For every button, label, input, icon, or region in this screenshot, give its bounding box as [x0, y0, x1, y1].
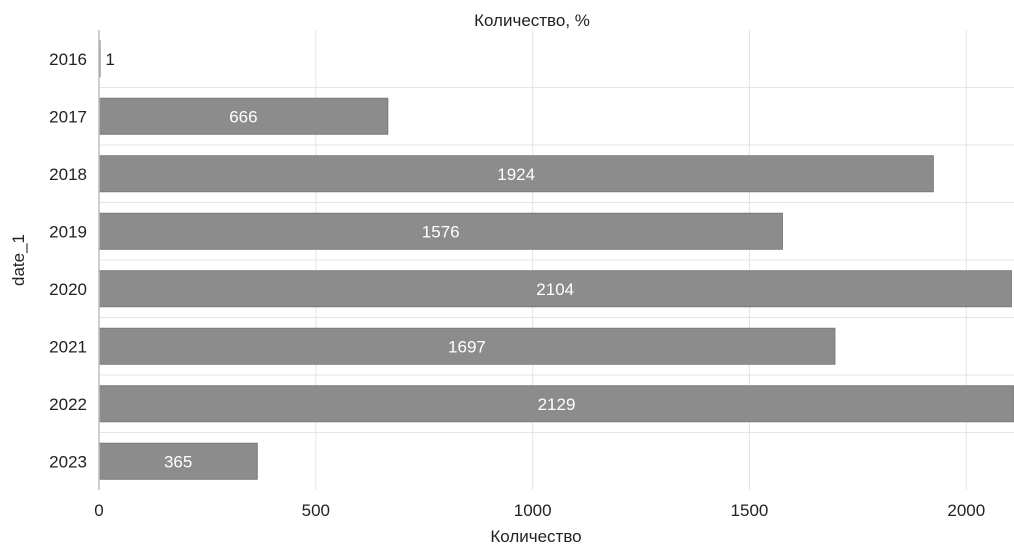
bar-2021 [98, 327, 836, 365]
axes: 0 500 1000 1500 2000 2016 2017 2018 2019 2020 2021… [49, 30, 985, 520]
x-tick-label: 0 [94, 501, 103, 520]
y-axis-title: date_1 [9, 234, 28, 286]
y-tick-label: 2017 [49, 107, 87, 126]
x-axis-title: Количество [490, 527, 581, 546]
y-tick-label: 2018 [49, 165, 87, 184]
x-tick-label: 500 [302, 501, 330, 520]
y-tick-label: 2022 [49, 395, 87, 414]
bar-2022 [98, 385, 1014, 423]
y-tick-label: 2020 [49, 280, 87, 299]
data-label-2020: 2104 [536, 280, 574, 299]
x-tick-label: 1000 [514, 501, 552, 520]
data-label-2019: 1576 [422, 222, 460, 241]
data-labels: 1 666 1924 1576 2104 1697 2129 365 [105, 50, 575, 472]
bar-2023 [98, 442, 258, 480]
data-label-2021: 1697 [448, 337, 486, 356]
x-tick-label: 2000 [947, 501, 985, 520]
y-tick-label: 2023 [49, 452, 87, 471]
data-label-2017: 666 [229, 107, 257, 126]
y-tick-label: 2021 [49, 337, 87, 356]
data-label-2018: 1924 [497, 165, 535, 184]
chart-title: Количество, % [474, 11, 590, 30]
bars [98, 40, 1014, 480]
x-tick-label: 1500 [731, 501, 769, 520]
bar-2017 [98, 97, 389, 135]
data-label-2016: 1 [105, 50, 114, 69]
grid-layer [99, 30, 1014, 490]
data-label-2022: 2129 [538, 395, 576, 414]
y-tick-label: 2016 [49, 50, 87, 69]
data-label-2023: 365 [164, 452, 192, 471]
y-tick-label: 2019 [49, 222, 87, 241]
